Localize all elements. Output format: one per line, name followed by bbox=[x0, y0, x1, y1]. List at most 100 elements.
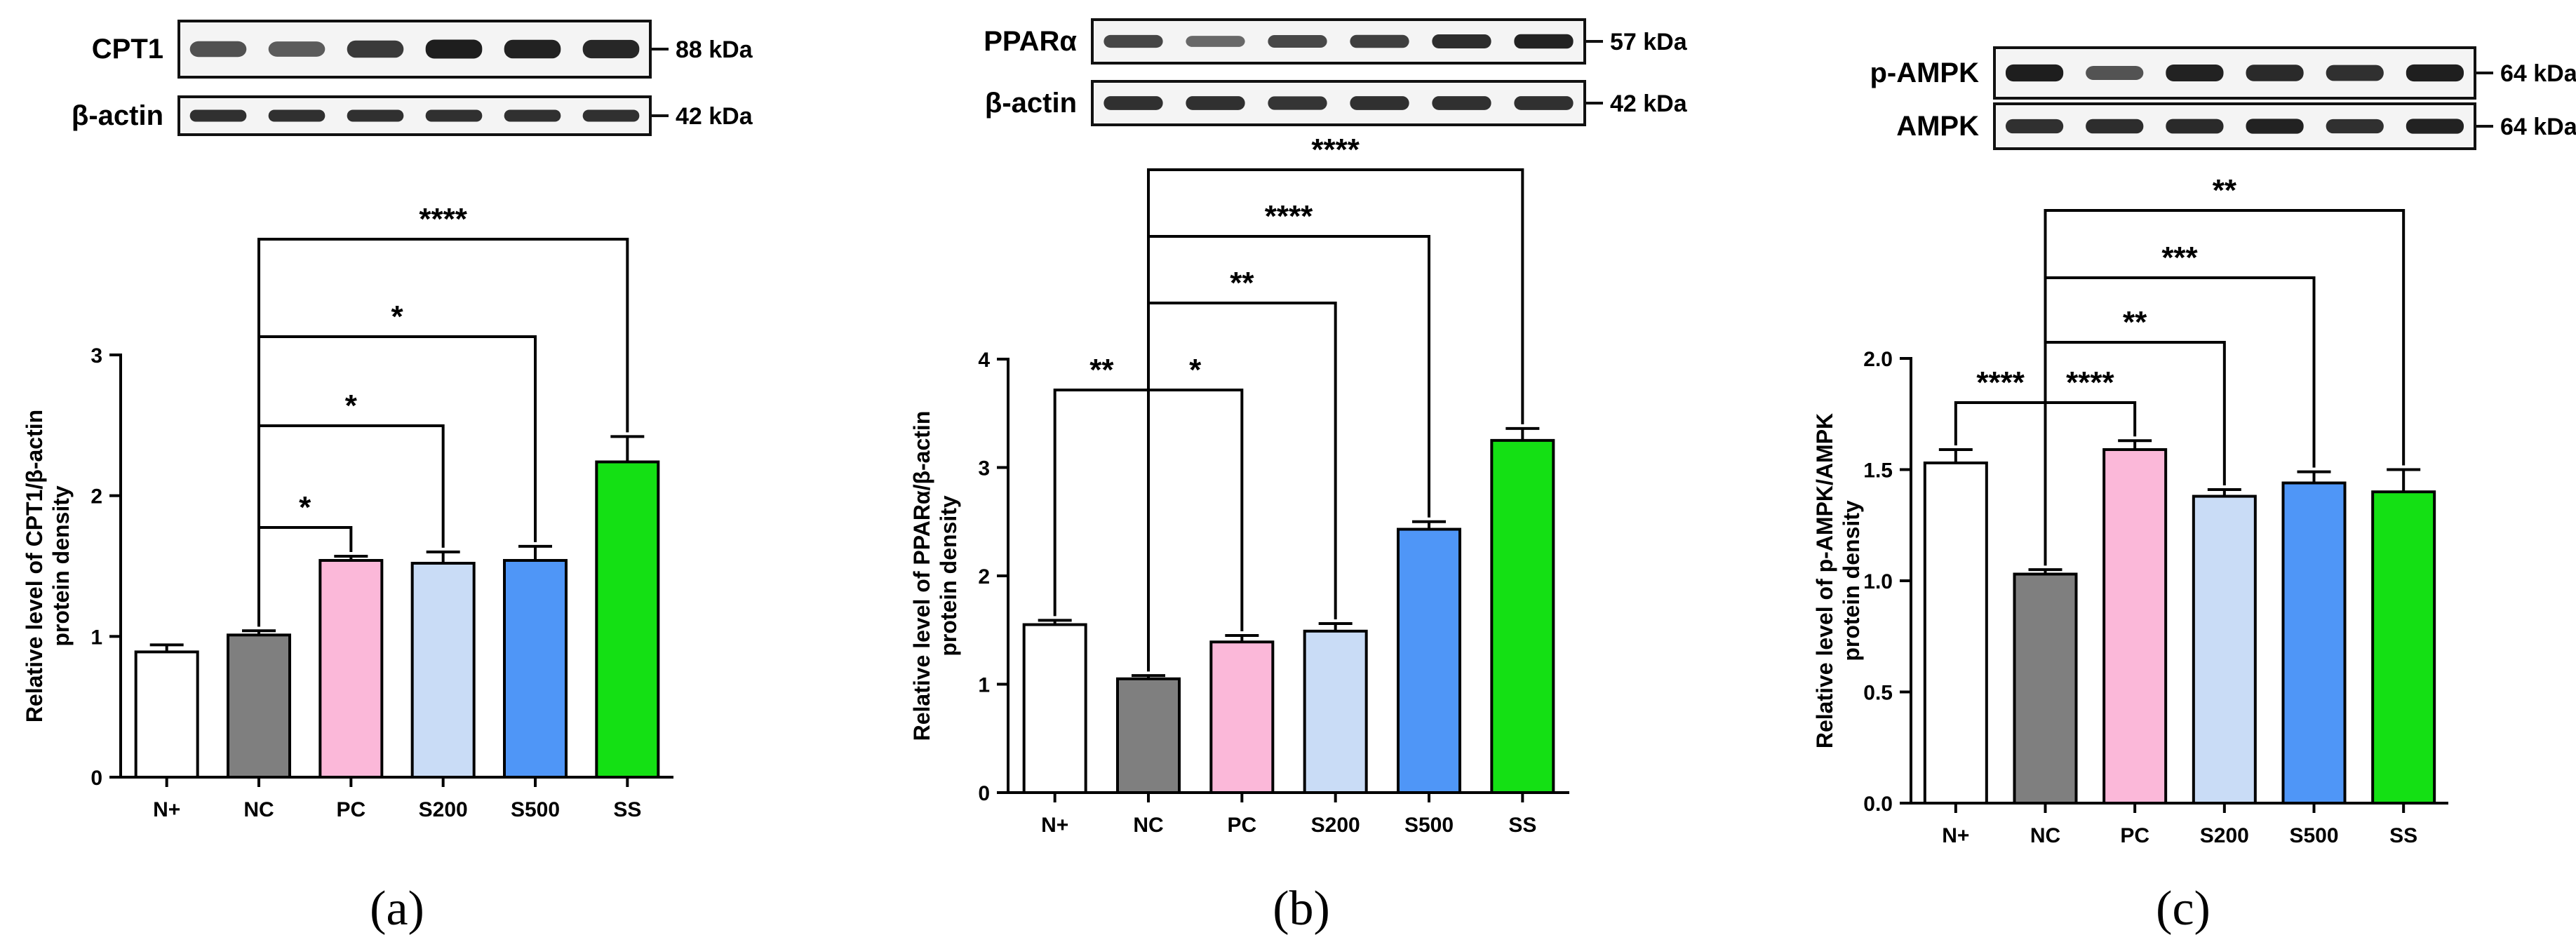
bar-ss bbox=[595, 460, 660, 779]
significance-bracket: * bbox=[1147, 353, 1244, 672]
y-axis-label: Relative level of p-AMPK/AMPK protein den… bbox=[1812, 413, 1864, 748]
x-tick-label: NC bbox=[2030, 824, 2060, 847]
significance-label: * bbox=[1189, 353, 1202, 387]
blot-band bbox=[2406, 119, 2464, 134]
bracket-line bbox=[257, 238, 629, 627]
y-axis-label-line: Relative level of PPARα/β-actin bbox=[909, 411, 934, 741]
bracket-line bbox=[2044, 276, 2316, 566]
x-tick-label: PC bbox=[336, 798, 365, 821]
blot-band bbox=[2166, 65, 2224, 81]
bar-s500 bbox=[1397, 527, 1461, 794]
kda-label: 64 kDa bbox=[2500, 114, 2576, 140]
blot-strip: CPT1 88 kDa bbox=[92, 20, 753, 79]
blot-strip: p-AMPK 64 kDa bbox=[1870, 46, 2576, 100]
kda-label: 57 kDa bbox=[1610, 29, 1688, 55]
y-tick-label: 3 bbox=[90, 344, 102, 368]
bar-n-plus bbox=[1022, 623, 1087, 795]
blot-band bbox=[1432, 34, 1491, 48]
bar-nc bbox=[227, 633, 291, 779]
significance-bracket: * bbox=[257, 300, 537, 627]
blot-band bbox=[1268, 34, 1327, 48]
y-tick-label: 0 bbox=[90, 767, 102, 790]
bar-ss bbox=[2371, 490, 2436, 805]
blot-frame bbox=[177, 95, 652, 136]
blot-band bbox=[268, 109, 326, 122]
blot-label: CPT1 bbox=[92, 34, 163, 65]
x-tick-label: S500 bbox=[511, 798, 560, 821]
y-tick-label: 0.5 bbox=[1863, 682, 1893, 705]
significance-label: * bbox=[345, 389, 358, 423]
blot-band bbox=[2086, 119, 2144, 134]
x-tick-label: NC bbox=[1133, 814, 1163, 837]
bar-n-plus bbox=[1923, 461, 1988, 805]
blot-band bbox=[2326, 65, 2384, 81]
y-tick-label: 1 bbox=[90, 626, 102, 649]
chart-panel-3: p-AMPK 64 kDa AMPK 64 kDa 0.0 0.5 1.0 1.5 2.0 Rel… bbox=[1812, 46, 2576, 936]
significance-bracket: ** bbox=[2044, 173, 2406, 566]
bracket-line bbox=[1147, 389, 1244, 672]
x-tick-label: SS bbox=[613, 798, 641, 821]
blot-strip: AMPK 64 kDa bbox=[1896, 102, 2576, 150]
panel-label: (c) bbox=[2156, 882, 2211, 936]
bracket-line bbox=[257, 335, 537, 627]
panel-label: (a) bbox=[370, 882, 424, 936]
kda-label: 64 kDa bbox=[2500, 60, 2576, 87]
x-tick-label: N+ bbox=[1942, 824, 1969, 847]
blot-band bbox=[425, 39, 483, 59]
y-tick-label: 0 bbox=[978, 782, 990, 805]
x-tick-label: SS bbox=[2389, 824, 2417, 847]
blot-band bbox=[2005, 119, 2064, 134]
blot-label: p-AMPK bbox=[1870, 58, 1979, 88]
blot-band bbox=[2246, 65, 2304, 81]
significance-label: **** bbox=[1265, 199, 1313, 234]
bracket-line bbox=[1147, 168, 1524, 672]
chart-panel-2: PPARα 57 kDa β-actin 42 kDa 0 1 2 3 4 Relative le… bbox=[909, 18, 1688, 936]
bracket-line bbox=[2044, 209, 2406, 566]
blot-band bbox=[2086, 65, 2144, 81]
bar-s200 bbox=[2192, 494, 2257, 805]
blot-band bbox=[1268, 96, 1327, 110]
y-tick-label: 1.5 bbox=[1863, 459, 1893, 483]
significance-label: * bbox=[391, 300, 403, 334]
bar-pc bbox=[1209, 640, 1275, 794]
y-tick-label: 2 bbox=[978, 565, 990, 588]
blot-band bbox=[347, 40, 404, 58]
y-tick-label: 3 bbox=[978, 457, 990, 480]
blot-band bbox=[189, 41, 247, 58]
x-tick-label: N+ bbox=[153, 798, 180, 821]
x-tick-label: S200 bbox=[419, 798, 468, 821]
significance-label: **** bbox=[1311, 133, 1360, 167]
blot-band bbox=[1432, 96, 1491, 110]
blot-label: β-actin bbox=[72, 100, 163, 131]
x-tick-label: NC bbox=[243, 798, 274, 821]
y-axis-label: Relative level of PPARα/β-actin protein d… bbox=[909, 411, 961, 741]
blot-band bbox=[1514, 96, 1574, 110]
blot-band bbox=[582, 109, 640, 122]
blot-strip: β-actin 42 kDa bbox=[985, 80, 1688, 126]
significance-label: *** bbox=[2161, 241, 2198, 275]
bar-n-plus bbox=[134, 650, 199, 779]
blot-band bbox=[1103, 34, 1163, 48]
blot-band bbox=[189, 109, 247, 122]
blot-strip: PPARα 57 kDa bbox=[984, 18, 1688, 65]
bar-pc bbox=[318, 558, 384, 779]
x-tick-label: SS bbox=[1508, 814, 1536, 837]
significance-label: * bbox=[299, 490, 311, 525]
significance-label: ** bbox=[2123, 305, 2147, 339]
y-axis-label-line: protein density bbox=[936, 495, 961, 657]
bar-pc bbox=[2102, 448, 2168, 805]
panel-label: (b) bbox=[1273, 882, 1330, 936]
blot-frame bbox=[1993, 102, 2476, 150]
x-tick-label: PC bbox=[1227, 814, 1256, 837]
y-axis-label-line: Relative level of p-AMPK/AMPK bbox=[1812, 413, 1837, 748]
y-axis-label-line: protein density bbox=[48, 485, 74, 647]
significance-bracket: **** bbox=[257, 202, 629, 627]
significance-label: **** bbox=[419, 202, 467, 236]
blot-band bbox=[2005, 64, 2064, 82]
x-tick-label: S200 bbox=[2200, 824, 2249, 847]
y-tick-label: 4 bbox=[978, 349, 990, 372]
blot-band bbox=[1514, 34, 1574, 49]
x-tick-label: S200 bbox=[1311, 814, 1360, 837]
blot-band bbox=[2406, 64, 2464, 82]
